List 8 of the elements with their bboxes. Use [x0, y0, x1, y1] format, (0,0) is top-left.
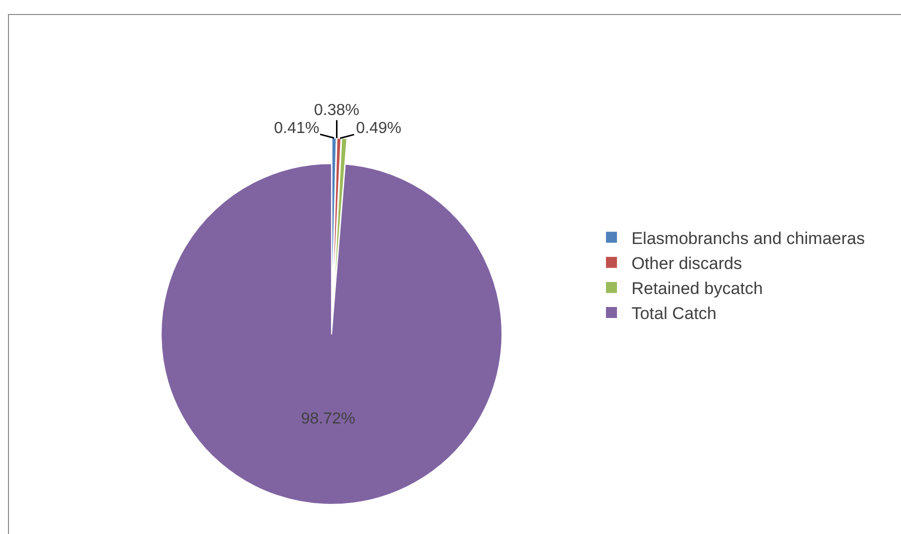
data-label: 0.49% — [356, 120, 402, 137]
legend-label: Other discards — [631, 254, 742, 273]
data-label: 0.38% — [314, 102, 360, 119]
data-label: 0.41% — [274, 120, 320, 137]
legend-label: Retained bycatch — [631, 279, 763, 298]
data-label: 98.72% — [301, 410, 356, 428]
legend-label: Elasmobranchs and chimaeras — [631, 228, 865, 248]
legend-label: Total Catch — [631, 304, 717, 324]
